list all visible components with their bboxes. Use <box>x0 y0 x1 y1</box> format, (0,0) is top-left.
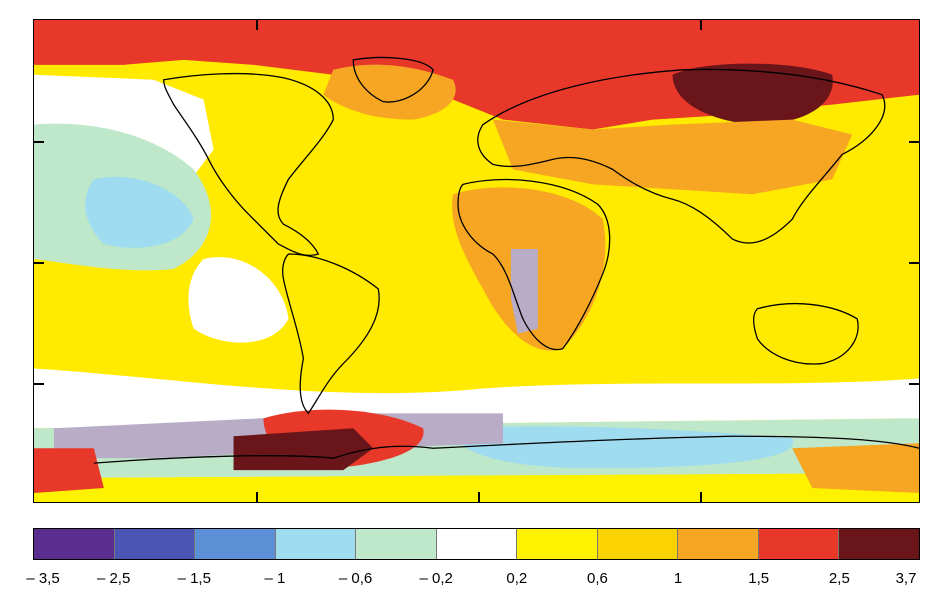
legend-label: 3,7 <box>895 570 917 587</box>
legend-swatch <box>34 529 115 559</box>
legend-swatch <box>597 529 679 559</box>
australia-coast <box>752 302 859 365</box>
siberia-hot-spot <box>672 63 833 125</box>
tick-right-3 <box>909 383 919 385</box>
legend-swatch <box>839 529 920 559</box>
east-pacific-white <box>188 257 289 343</box>
bottom-yellow <box>34 473 919 502</box>
legend-label: 1,5 <box>748 570 770 587</box>
north-atlantic-orange <box>323 64 456 120</box>
legend-label: 0,6 <box>587 570 608 587</box>
antarctic-hot-spot <box>233 428 374 471</box>
tick-bottom-mid <box>478 492 480 502</box>
legend-swatch <box>517 529 598 559</box>
south-america-coast <box>282 253 380 415</box>
legend-swatch <box>114 529 196 559</box>
tick-bottom-left <box>256 492 258 502</box>
legend-swatch <box>195 529 276 559</box>
tick-left-1 <box>34 141 44 143</box>
map-canvas <box>34 20 919 502</box>
greenland-coast <box>352 56 434 103</box>
legend-label: 2,5 <box>828 570 850 587</box>
antarctica-coast <box>93 435 919 464</box>
legend-label: – 1 <box>264 570 286 587</box>
legend-swatch <box>678 529 759 559</box>
legend-swatch <box>436 529 518 559</box>
legend-swatch <box>356 529 437 559</box>
south-pacific-orange <box>792 443 919 494</box>
tick-bottom-right <box>700 492 702 502</box>
legend-label: – 0,2 <box>419 570 453 587</box>
southwest-red-patch <box>34 448 104 494</box>
legend-label: – 3,5 <box>26 570 60 587</box>
legend-label: 1 <box>673 570 683 587</box>
eurasia-coast <box>477 68 886 244</box>
pacific-light-blue <box>85 176 194 248</box>
tick-right-1 <box>909 141 919 143</box>
legend-swatch <box>275 529 357 559</box>
eurasia-orange <box>492 119 853 195</box>
tick-top-left <box>256 20 258 30</box>
africa-coast <box>457 178 611 351</box>
tick-top-right <box>700 20 702 30</box>
tick-left-2 <box>34 262 44 264</box>
tick-left-3 <box>34 383 44 385</box>
legend-label: – 0,6 <box>338 570 373 587</box>
legend-label: – 2,5 <box>96 570 131 587</box>
legend-label: 0,2 <box>506 570 528 587</box>
legend-swatch <box>758 529 840 559</box>
temperature-anomaly-map <box>33 19 920 503</box>
coastlines <box>93 56 919 464</box>
color-scale-legend <box>33 528 920 560</box>
central-africa-grey <box>510 249 538 334</box>
legend-label: – 1,5 <box>177 570 211 587</box>
southern-ocean-white <box>34 368 919 429</box>
tick-right-2 <box>909 262 919 264</box>
north-america-coast <box>163 72 334 256</box>
